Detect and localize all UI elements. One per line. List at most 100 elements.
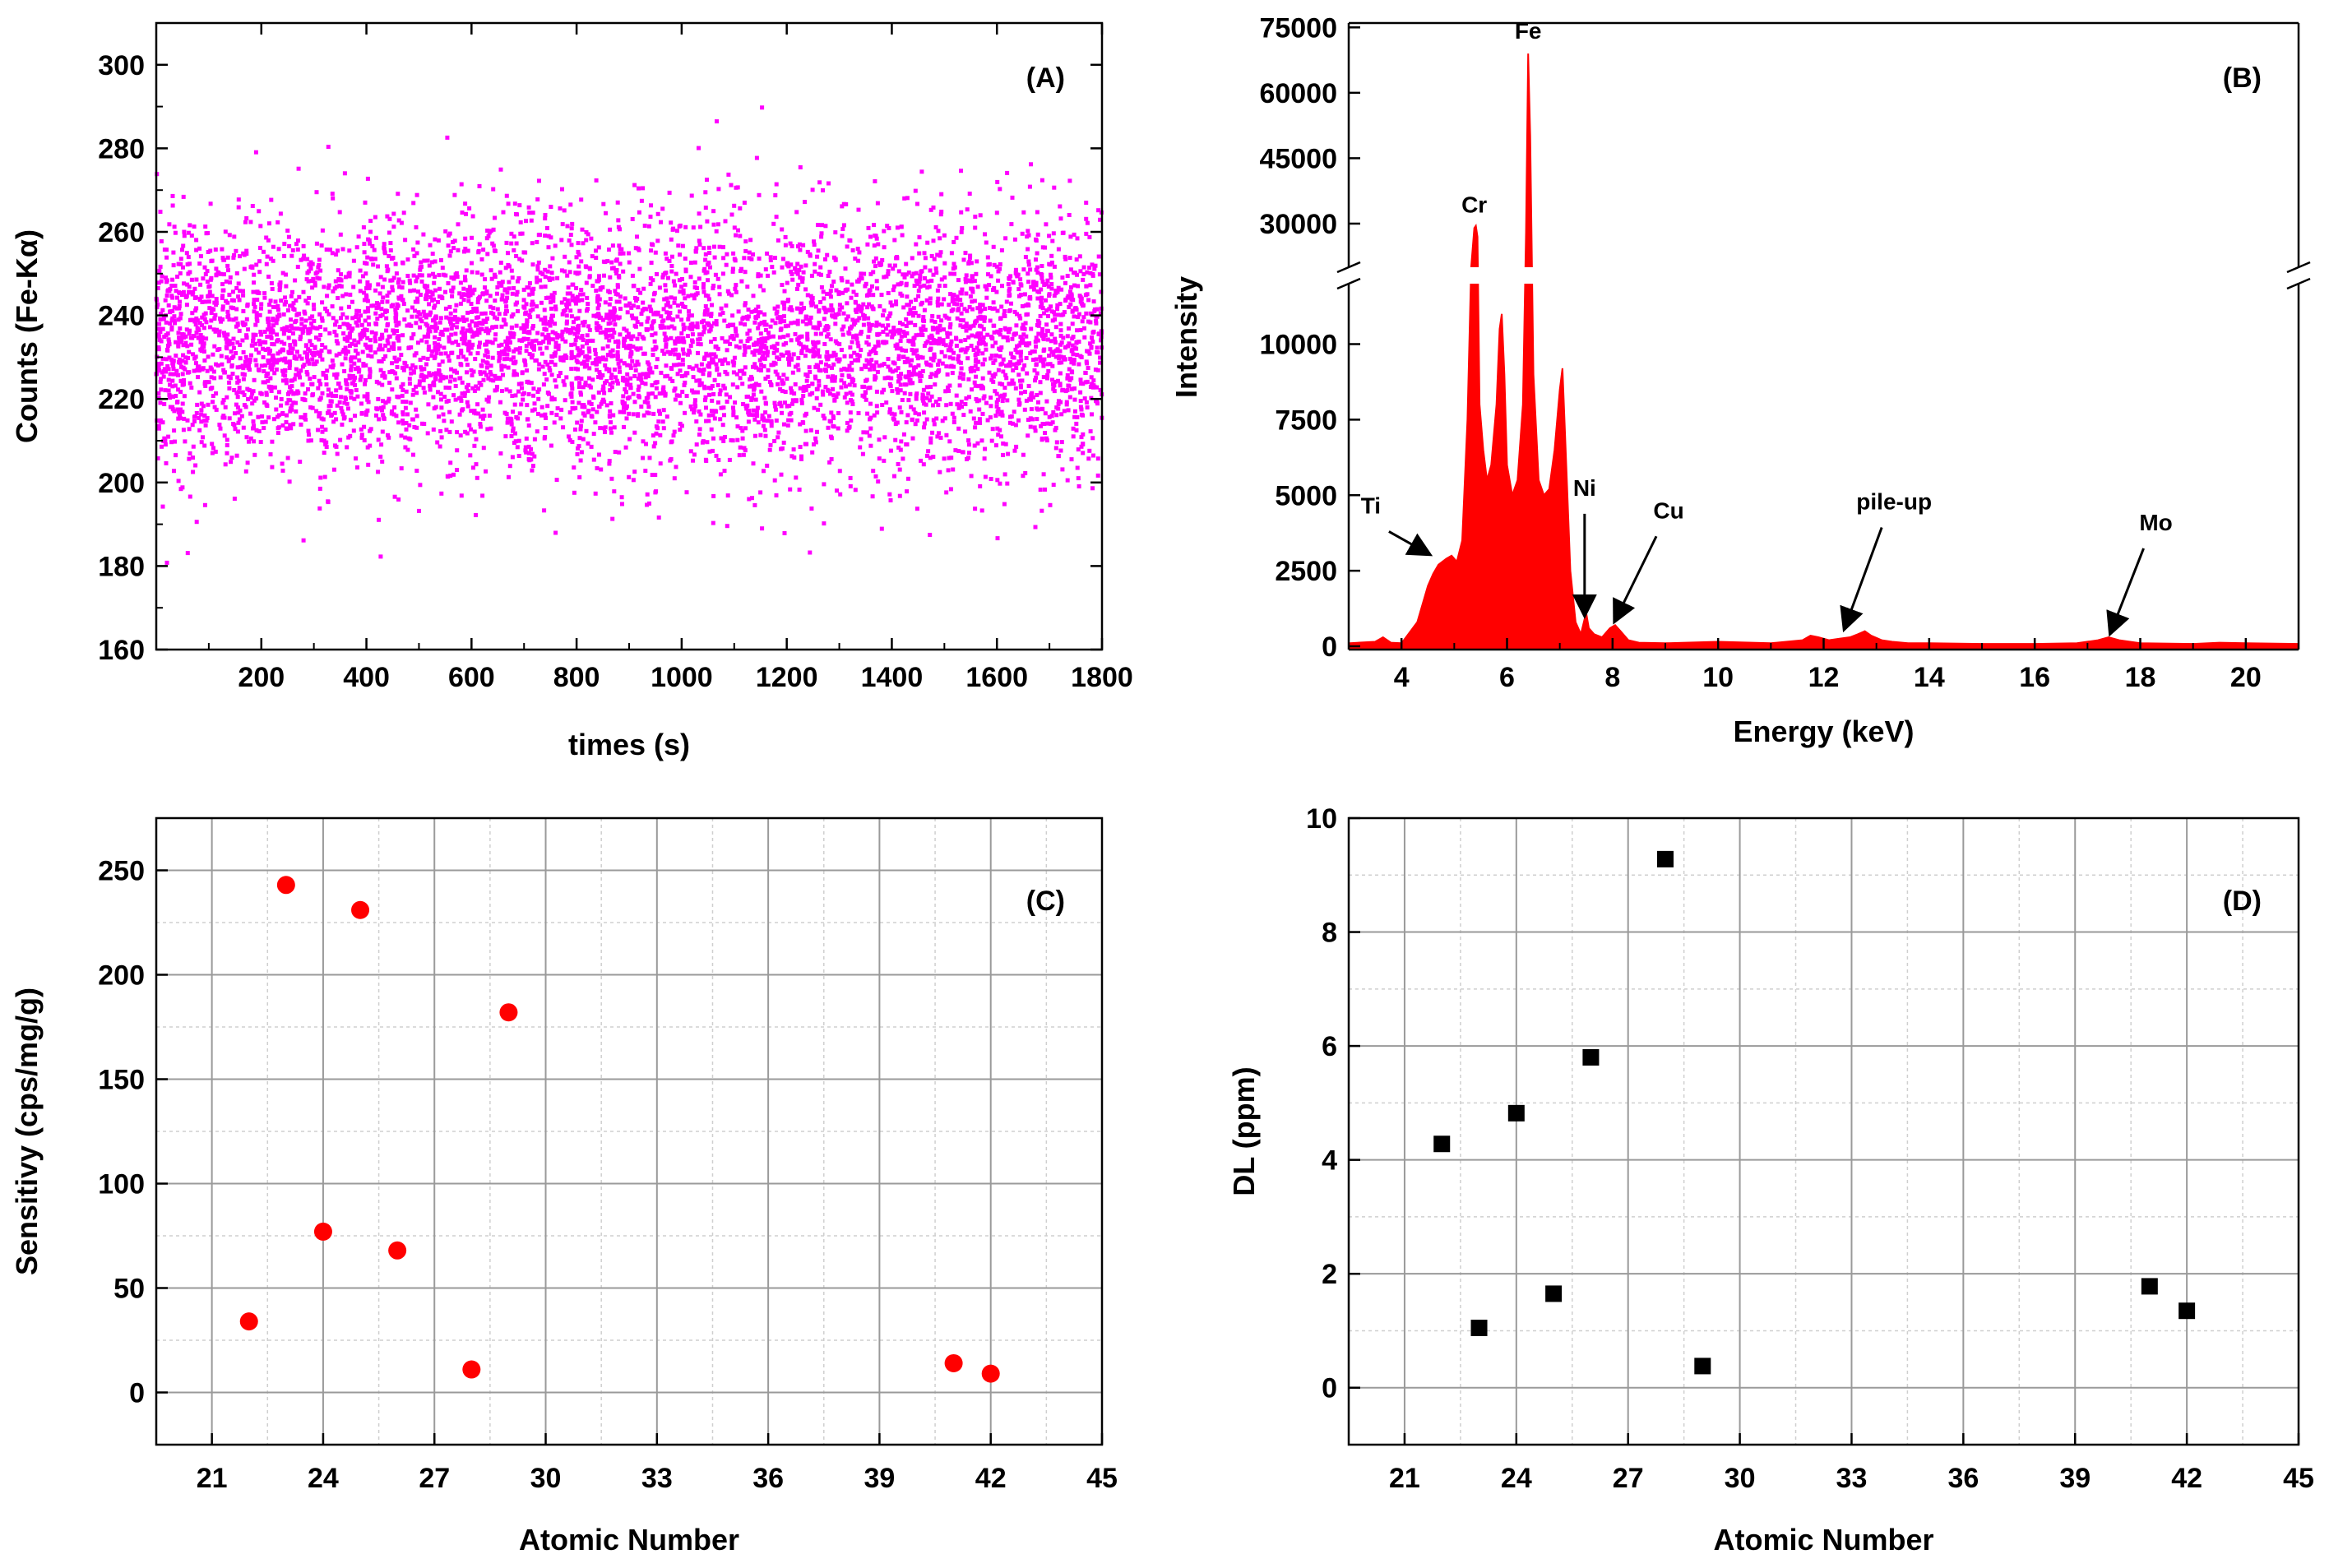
panel-a-point bbox=[578, 423, 583, 428]
panel-a-point bbox=[694, 419, 699, 424]
panel-a-point bbox=[266, 275, 271, 279]
panel-a-point bbox=[485, 361, 490, 366]
panel-a-point bbox=[208, 201, 213, 206]
panel-a-point bbox=[579, 392, 583, 397]
panel-a-point bbox=[327, 331, 332, 335]
panel-a-point bbox=[690, 327, 695, 332]
panel-a-point bbox=[785, 280, 789, 285]
panel-a-point bbox=[408, 289, 413, 294]
panel-a-point bbox=[572, 490, 576, 495]
panel-a-point bbox=[596, 390, 601, 395]
panel-a-point bbox=[827, 292, 832, 297]
panel-a-point bbox=[622, 336, 627, 341]
panel-a-point bbox=[363, 318, 368, 323]
panel-a-point bbox=[590, 284, 595, 289]
panel-a-point bbox=[766, 414, 771, 419]
panel-a-point bbox=[397, 284, 402, 289]
panel-a-point bbox=[202, 419, 207, 423]
panel-a-point bbox=[580, 227, 585, 232]
panel-a-point bbox=[597, 274, 601, 279]
panel-a-point bbox=[890, 335, 895, 340]
panel-a-point bbox=[1001, 452, 1006, 457]
panel-a-point bbox=[541, 321, 546, 326]
panel-a-point bbox=[609, 430, 614, 435]
panel-a-point bbox=[963, 280, 968, 284]
panel-a-point bbox=[623, 387, 627, 391]
panel-a-point bbox=[500, 389, 504, 393]
panel-a-point bbox=[969, 344, 974, 348]
panel-a-point bbox=[303, 344, 308, 349]
panel-a-point bbox=[859, 309, 864, 314]
panel-a-point bbox=[363, 271, 368, 276]
panel-a-point bbox=[778, 386, 783, 391]
panel-a-point bbox=[882, 308, 887, 313]
panel-a-point bbox=[555, 275, 560, 280]
panel-a-point bbox=[661, 426, 666, 431]
panel-a-point bbox=[312, 303, 316, 308]
panel-a-point bbox=[427, 263, 432, 268]
panel-a-point bbox=[1050, 318, 1055, 323]
panel-a-point bbox=[483, 285, 487, 290]
panel-a-point bbox=[172, 314, 177, 319]
panel-a-point bbox=[162, 367, 167, 372]
panel-a-point bbox=[932, 422, 937, 427]
panel-a-point bbox=[190, 423, 195, 428]
panel-a-point bbox=[670, 348, 675, 353]
panel-a-point bbox=[299, 335, 303, 339]
panel-a-point bbox=[484, 340, 489, 344]
panel-a-point bbox=[1078, 377, 1083, 382]
panel-a-point bbox=[308, 326, 313, 331]
panel-a-point bbox=[463, 277, 467, 282]
panel-a-point bbox=[339, 395, 344, 400]
panel-a-point bbox=[845, 368, 850, 372]
panel-a-point bbox=[302, 363, 307, 368]
panel-a-point bbox=[480, 358, 485, 363]
panel-a-point bbox=[401, 421, 405, 426]
panel-a-point bbox=[880, 403, 885, 407]
panel-a-point bbox=[191, 469, 196, 474]
panel-a-point bbox=[561, 358, 566, 363]
panel-a-point bbox=[308, 260, 313, 265]
panel-a-point bbox=[380, 312, 385, 317]
panel-a-point bbox=[706, 419, 711, 423]
panel-a-point bbox=[760, 105, 765, 110]
panel-a-point bbox=[721, 438, 726, 443]
panel-a-point bbox=[971, 323, 976, 328]
panel-a-point bbox=[1032, 425, 1037, 430]
panel-a-point bbox=[168, 382, 172, 387]
panel-a-point bbox=[762, 364, 766, 368]
panel-a-point bbox=[848, 475, 853, 480]
panel-a-point bbox=[804, 321, 809, 326]
panel-a-point bbox=[273, 299, 278, 304]
panel-a-point bbox=[502, 357, 507, 362]
panel-a-point bbox=[922, 251, 927, 256]
panel-a-point bbox=[1043, 411, 1048, 416]
panel-a-point bbox=[775, 341, 780, 346]
panel-a-point bbox=[765, 251, 770, 256]
panel-a-point bbox=[1050, 377, 1054, 382]
panel-a-point bbox=[928, 375, 933, 379]
panel-a-point bbox=[331, 316, 336, 321]
panel-a-point bbox=[563, 339, 568, 344]
panel-a-point bbox=[869, 358, 874, 363]
panel-a-point bbox=[1067, 367, 1072, 372]
panel-a-point bbox=[968, 367, 973, 371]
panel-a-point bbox=[1035, 271, 1040, 275]
panel-a-point bbox=[593, 352, 598, 356]
panel-a-point bbox=[786, 356, 790, 361]
panel-a-point bbox=[201, 435, 205, 440]
panel-a-point bbox=[530, 408, 535, 413]
panel-a-point bbox=[1035, 417, 1039, 422]
panel-a-point bbox=[195, 318, 200, 323]
panel-a-point bbox=[845, 400, 850, 405]
panel-a-point bbox=[1084, 216, 1089, 221]
panel-a-point bbox=[425, 356, 430, 361]
panel-a-point bbox=[862, 271, 867, 276]
panel-a-point bbox=[158, 418, 163, 423]
panel-a-point bbox=[485, 354, 490, 359]
panel-a-point bbox=[549, 410, 554, 415]
panel-a-point bbox=[836, 411, 841, 415]
panel-a-point bbox=[296, 371, 301, 376]
panel-a-point bbox=[669, 335, 674, 340]
panel-a-point bbox=[690, 293, 694, 298]
